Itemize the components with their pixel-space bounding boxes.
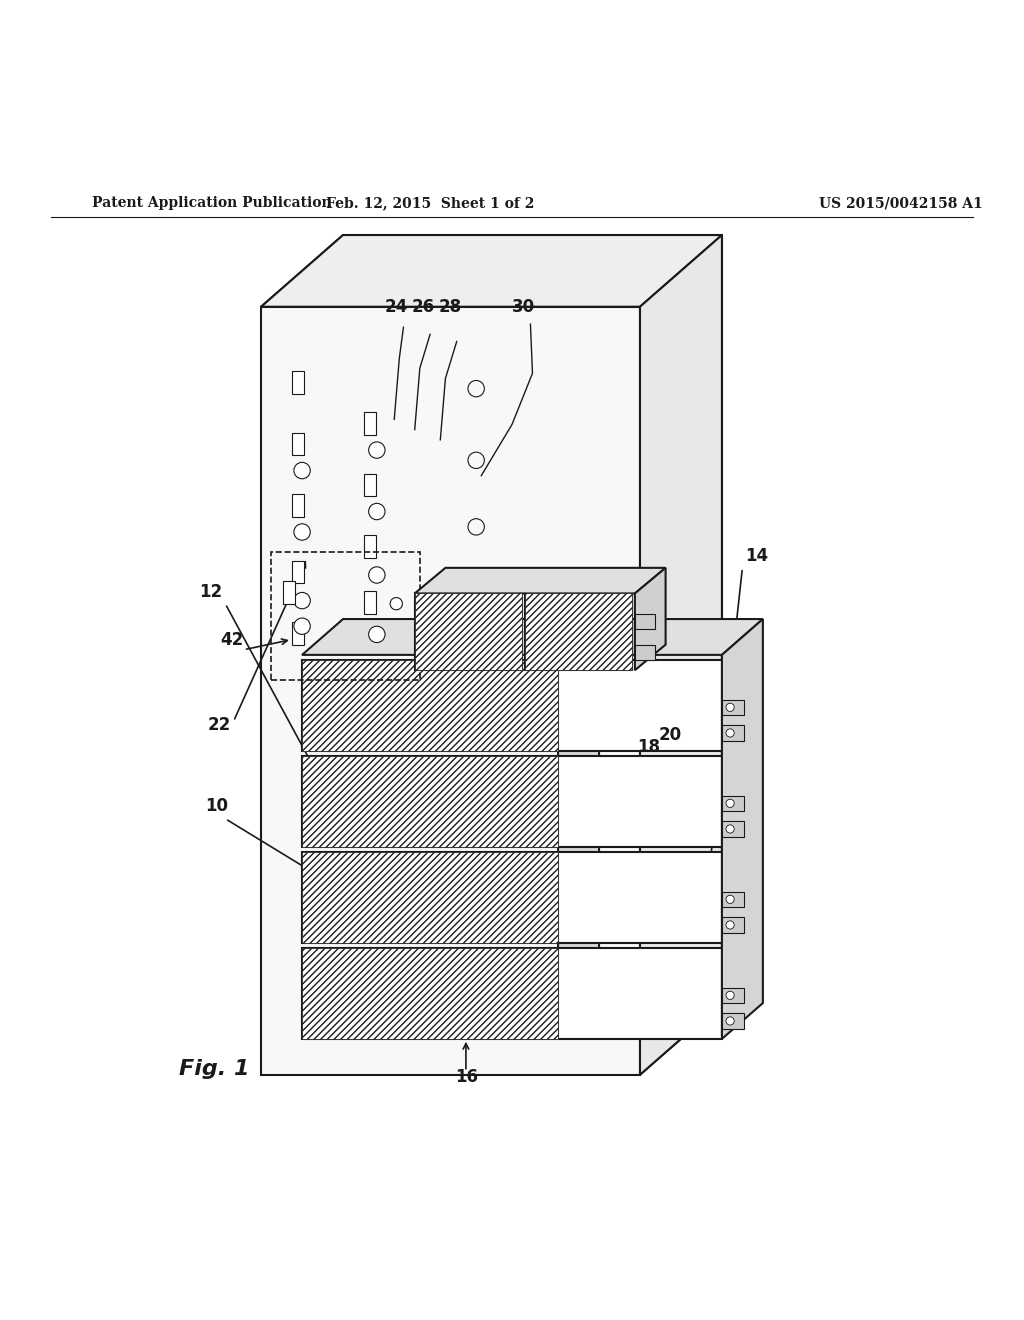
Bar [292,371,304,393]
Polygon shape [558,619,599,1039]
Text: 18: 18 [637,738,659,756]
Bar [292,561,304,583]
Text: Feb. 12, 2015  Sheet 1 of 2: Feb. 12, 2015 Sheet 1 of 2 [326,197,535,210]
Bar [722,892,744,907]
Text: 42: 42 [220,631,244,648]
Bar [292,433,304,455]
Bar [302,948,558,1039]
Text: 26: 26 [412,298,435,315]
Text: 12: 12 [200,582,223,601]
Bar [364,474,376,496]
Bar [302,756,558,847]
Bar [302,851,558,942]
Circle shape [726,729,734,737]
Circle shape [726,895,734,903]
Circle shape [294,524,310,540]
Bar [364,412,376,434]
Bar [292,622,304,644]
Bar [722,821,744,837]
Text: 14: 14 [745,546,769,565]
Text: 30: 30 [512,298,536,315]
Polygon shape [558,619,763,655]
Bar [722,796,744,810]
Circle shape [390,598,402,610]
Bar [415,594,522,671]
Polygon shape [415,568,666,594]
Bar [302,851,558,942]
Circle shape [468,380,484,397]
Polygon shape [722,619,763,1039]
Bar [722,917,744,933]
Circle shape [726,991,734,999]
Text: Fig. 1: Fig. 1 [179,1059,250,1078]
Circle shape [468,453,484,469]
Text: 28: 28 [438,298,462,315]
Bar [525,594,632,671]
Circle shape [726,704,734,711]
Bar [364,591,376,614]
Bar [302,660,558,751]
Bar [558,660,722,751]
Bar [302,756,558,847]
Text: 16: 16 [456,1068,478,1086]
Polygon shape [302,619,599,655]
Circle shape [369,503,385,520]
Circle shape [726,825,734,833]
Bar [722,725,744,741]
Bar [558,756,722,847]
Bar [525,594,632,671]
Bar [302,948,558,1039]
Bar [261,306,640,1074]
Circle shape [726,1016,734,1026]
Text: Patent Application Publication: Patent Application Publication [92,197,332,210]
Bar [722,700,744,715]
Circle shape [726,921,734,929]
Bar [271,553,420,681]
Circle shape [294,462,310,479]
Text: 10: 10 [205,796,227,814]
Bar [302,660,558,751]
Bar [415,594,522,671]
Bar [364,535,376,557]
Bar [558,851,722,942]
Text: 22: 22 [208,715,231,734]
Bar [558,948,722,1039]
Bar [722,987,744,1003]
Circle shape [369,442,385,458]
Circle shape [726,800,734,808]
Bar [292,494,304,516]
Circle shape [294,593,310,609]
Polygon shape [635,568,666,671]
Circle shape [294,618,310,635]
Circle shape [369,566,385,583]
Bar [271,553,420,681]
Polygon shape [261,235,722,306]
Bar [635,644,655,660]
Text: 20: 20 [658,726,682,744]
Circle shape [369,626,385,643]
Text: US 2015/0042158 A1: US 2015/0042158 A1 [819,197,983,210]
Text: 24: 24 [385,298,409,315]
Polygon shape [640,235,722,1074]
Bar [283,581,295,603]
Circle shape [468,519,484,535]
Bar [635,614,655,630]
Bar [722,1014,744,1028]
